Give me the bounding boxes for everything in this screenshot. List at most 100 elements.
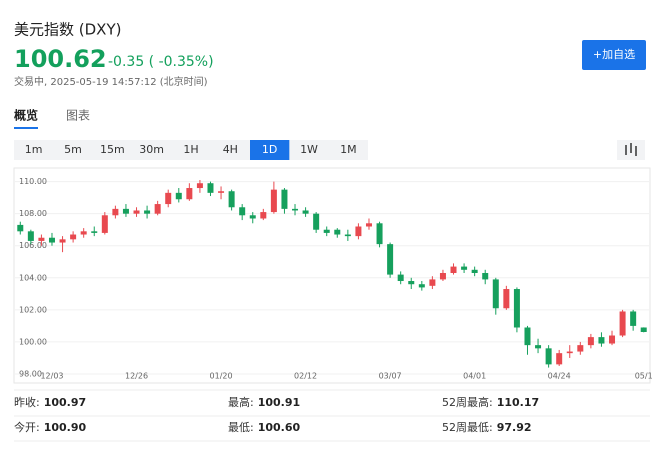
stat-label: 最低: bbox=[228, 421, 254, 434]
y-tick-label: 104.00 bbox=[19, 273, 47, 282]
interval-button[interactable]: 1W bbox=[300, 143, 318, 156]
candle-body bbox=[630, 311, 637, 326]
candle-body bbox=[70, 234, 77, 240]
candle-body bbox=[292, 208, 299, 211]
y-tick-label: 98.00 bbox=[19, 369, 42, 378]
change: -0.35 ( -0.35%) bbox=[108, 54, 214, 70]
candle-body bbox=[91, 231, 98, 233]
candle-body bbox=[513, 289, 520, 328]
candle-body bbox=[313, 213, 320, 230]
title: 美元指数 (DXY) bbox=[14, 21, 121, 39]
candle-body bbox=[566, 351, 573, 354]
candle-body bbox=[344, 234, 351, 237]
candle-body bbox=[482, 272, 489, 280]
candle-body bbox=[302, 210, 309, 214]
candle-body bbox=[408, 281, 415, 285]
y-tick-label: 106.00 bbox=[19, 241, 47, 250]
candle-body bbox=[365, 223, 372, 227]
candle-body bbox=[59, 239, 66, 243]
x-tick-label: 01/20 bbox=[210, 372, 233, 381]
candle-body bbox=[260, 212, 267, 219]
candle-body bbox=[609, 335, 616, 344]
interval-button[interactable]: 1H bbox=[183, 143, 198, 156]
y-tick-label: 108.00 bbox=[19, 209, 47, 218]
candle-body bbox=[556, 353, 563, 365]
y-tick-label: 100.00 bbox=[19, 337, 47, 346]
stat-label: 昨收: bbox=[14, 395, 40, 409]
x-tick-label: 03/07 bbox=[379, 372, 402, 381]
interval-button[interactable]: 1m bbox=[25, 143, 43, 156]
x-tick-label: 04/24 bbox=[548, 372, 571, 381]
candle-body bbox=[355, 226, 362, 237]
interval-button[interactable]: 30m bbox=[139, 143, 164, 156]
x-tick-label: 04/01 bbox=[463, 372, 486, 381]
candle-body bbox=[218, 191, 225, 193]
candle-body bbox=[249, 215, 256, 219]
status: 交易中, 2025-05-19 14:57:12 (北京时间) bbox=[14, 75, 208, 88]
candle-body bbox=[619, 311, 626, 336]
candle-body bbox=[323, 229, 330, 233]
candle-body bbox=[80, 231, 87, 235]
stat-value: 100.91 bbox=[258, 396, 300, 409]
add-watchlist-label: +加自选 bbox=[593, 48, 635, 61]
stat-value: 97.92 bbox=[497, 421, 532, 434]
stat-value: 100.97 bbox=[44, 396, 86, 409]
candle-body bbox=[545, 348, 552, 365]
candle-body bbox=[175, 192, 182, 200]
x-tick-label: 05/1 bbox=[635, 372, 653, 381]
candle-body bbox=[535, 345, 542, 349]
candle-body bbox=[418, 284, 425, 288]
price: 100.62 bbox=[14, 45, 107, 73]
candle-body bbox=[101, 215, 108, 233]
candle-body bbox=[587, 337, 594, 346]
candle-body bbox=[112, 208, 119, 216]
x-tick-label: 12/03 bbox=[40, 372, 63, 381]
candle-body bbox=[461, 266, 468, 270]
interval-button[interactable]: 1M bbox=[340, 143, 357, 156]
stat-label: 52周最低: bbox=[442, 421, 493, 434]
candle-body bbox=[122, 208, 129, 214]
interval-button[interactable]: 1D bbox=[262, 143, 277, 156]
x-tick-label: 12/26 bbox=[125, 372, 148, 381]
candle-body bbox=[27, 231, 34, 241]
interval-active bbox=[250, 140, 290, 160]
stat-value: 100.90 bbox=[44, 421, 87, 434]
candle-body bbox=[503, 289, 510, 309]
candle-body bbox=[471, 269, 478, 273]
chart-frame bbox=[13, 167, 651, 384]
candle-body bbox=[165, 192, 172, 205]
candle-body bbox=[17, 224, 24, 232]
candle-body bbox=[133, 210, 140, 214]
candle-icon bbox=[625, 143, 637, 156]
stat-label: 最高: bbox=[228, 395, 254, 409]
candle-body bbox=[207, 183, 214, 193]
candle-body bbox=[281, 189, 288, 209]
candle-body bbox=[577, 345, 584, 352]
candle-body bbox=[387, 244, 394, 275]
interval-button[interactable]: 15m bbox=[100, 143, 125, 156]
candle-body bbox=[239, 207, 246, 216]
candle-body bbox=[334, 229, 341, 235]
y-tick-label: 102.00 bbox=[19, 305, 47, 314]
stat-value: 100.60 bbox=[258, 421, 301, 434]
candle-body bbox=[450, 266, 457, 273]
candle-body bbox=[270, 189, 277, 213]
stat-value: 110.17 bbox=[497, 396, 539, 409]
tab-active[interactable]: 概览 bbox=[14, 108, 38, 123]
candle-body bbox=[524, 327, 531, 346]
candle-body bbox=[492, 279, 499, 309]
interval-button[interactable]: 4H bbox=[223, 143, 238, 156]
candle-body bbox=[196, 183, 203, 189]
candle-body bbox=[48, 237, 55, 243]
candle-body bbox=[228, 191, 235, 208]
stat-label: 52周最高: bbox=[442, 395, 493, 409]
tab[interactable]: 图表 bbox=[66, 109, 90, 123]
tab-underline bbox=[14, 127, 38, 129]
candle-body bbox=[598, 337, 605, 344]
candle-body bbox=[38, 237, 45, 241]
add-watchlist-button[interactable] bbox=[582, 40, 646, 70]
y-tick-label: 110.00 bbox=[19, 177, 47, 186]
x-tick-label: 02/12 bbox=[294, 372, 317, 381]
interval-button[interactable]: 5m bbox=[64, 143, 82, 156]
